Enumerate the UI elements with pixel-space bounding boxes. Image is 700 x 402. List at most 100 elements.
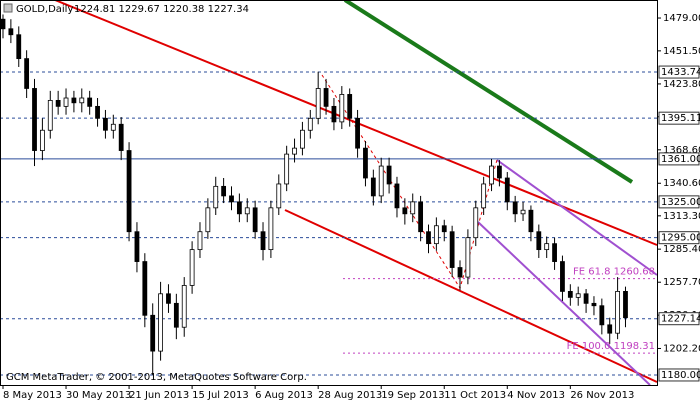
x-tick-label: 30 May 2013 (66, 390, 131, 401)
candle-body (355, 117, 360, 149)
candle-body (307, 117, 313, 131)
candle-body (370, 177, 376, 197)
candle-body (433, 225, 439, 245)
candle-body (402, 207, 408, 215)
candle-body (110, 123, 116, 131)
candle-body (118, 123, 124, 151)
symbol-icon (3, 3, 13, 13)
candle-body (560, 261, 565, 292)
candle-body (331, 105, 337, 123)
y-tick-label: 1479.00 (663, 13, 700, 24)
y-tick-label: 1257.70 (663, 277, 700, 288)
candle-body (47, 99, 53, 131)
candle-body (221, 185, 227, 197)
candle-body (363, 147, 368, 179)
candle-body (426, 231, 431, 245)
candle-body (512, 201, 518, 215)
candle-body (339, 94, 345, 123)
candle-body (260, 231, 266, 251)
candle-body (134, 231, 140, 262)
y-tick-label: 1202.20 (663, 343, 700, 354)
candle-body (394, 183, 400, 209)
candle-body (0, 18, 6, 30)
candle-body (457, 267, 463, 278)
candle-body (173, 302, 179, 328)
x-tick-label: 15 Jul 2013 (192, 390, 249, 401)
candle-body (16, 34, 22, 60)
trend-lines (54, 0, 658, 386)
y-tick-label: 1285.40 (663, 244, 700, 255)
candle-body (300, 129, 305, 149)
candle-body (276, 183, 282, 209)
candle-body (244, 207, 250, 215)
candle-body (583, 293, 589, 304)
candle-body (536, 231, 542, 251)
candle-body (315, 88, 321, 119)
level-label: 1395.11 (661, 113, 700, 124)
candle-body (481, 183, 487, 209)
purple-channel-lower (477, 221, 651, 386)
candle-body (623, 291, 628, 319)
candle-body (236, 201, 242, 215)
candle-body (292, 147, 297, 155)
level-label: 1325.00 (661, 197, 700, 208)
candle-body (63, 97, 69, 107)
candle-body (95, 105, 100, 119)
candle-body (607, 324, 613, 334)
candle-body (158, 293, 163, 352)
candle-body (79, 97, 85, 104)
chart-title: GOLD,Daily (16, 4, 73, 15)
candle-body (24, 58, 30, 89)
candle-body (591, 302, 597, 307)
y-tick-label: 1423.80 (663, 79, 700, 90)
level-label: 1227.14 (661, 314, 700, 325)
footer: GCM MetaTrader, © 2001-2013, MetaQuotes … (6, 372, 307, 383)
purple-channel-upper (496, 159, 658, 276)
candle-body (378, 165, 384, 197)
candle-body (284, 153, 290, 185)
candle-body (575, 293, 581, 298)
candle-body (181, 285, 187, 328)
candle-body (497, 165, 502, 179)
plot-frame (0, 0, 658, 386)
candle-body (567, 291, 573, 298)
candle-body (150, 314, 156, 352)
level-label-box (658, 152, 700, 166)
level-label-box (658, 65, 700, 79)
level-label: 1361.00 (661, 154, 700, 165)
x-tick-label: 19 Sep 2013 (381, 390, 444, 401)
candle-body (268, 207, 274, 251)
candle-body (39, 129, 45, 151)
x-tick-label: 8 May 2013 (3, 390, 62, 401)
candle-body (32, 88, 37, 151)
candle-body (197, 231, 203, 251)
level-label: 1433.74 (661, 67, 700, 78)
candle-body (386, 165, 392, 185)
x-tick-label: 21 Jun 2013 (129, 390, 189, 401)
y-tick-label: 1340.60 (663, 178, 700, 189)
level-label: 1180.00 (661, 370, 700, 381)
candle-body (71, 97, 77, 104)
candle-body (166, 293, 171, 304)
candle-body (347, 94, 353, 119)
candle-body (449, 231, 455, 268)
candle-body (528, 209, 534, 233)
candle-body (87, 97, 93, 107)
candle-body (552, 243, 557, 262)
x-tick-label: 11 Oct 2013 (444, 390, 506, 401)
y-tick-label: 1368.60 (663, 145, 700, 156)
fib-label: FE 100.0 1198.31 (567, 341, 655, 352)
level-label-box (658, 312, 700, 326)
level-label-box (658, 195, 700, 209)
fib-label: FE 61.8 1260.68 (573, 267, 655, 278)
level-label-box (658, 368, 700, 382)
candle-body (410, 201, 416, 215)
candle-body (323, 88, 329, 107)
y-tick-label: 1313.30 (663, 211, 700, 222)
candle-body (189, 249, 195, 286)
x-tick-label: 4 Nov 2013 (507, 390, 565, 401)
candle-body (473, 207, 479, 239)
x-tick-label: 26 Nov 2013 (570, 390, 634, 401)
candle-body (252, 207, 258, 233)
